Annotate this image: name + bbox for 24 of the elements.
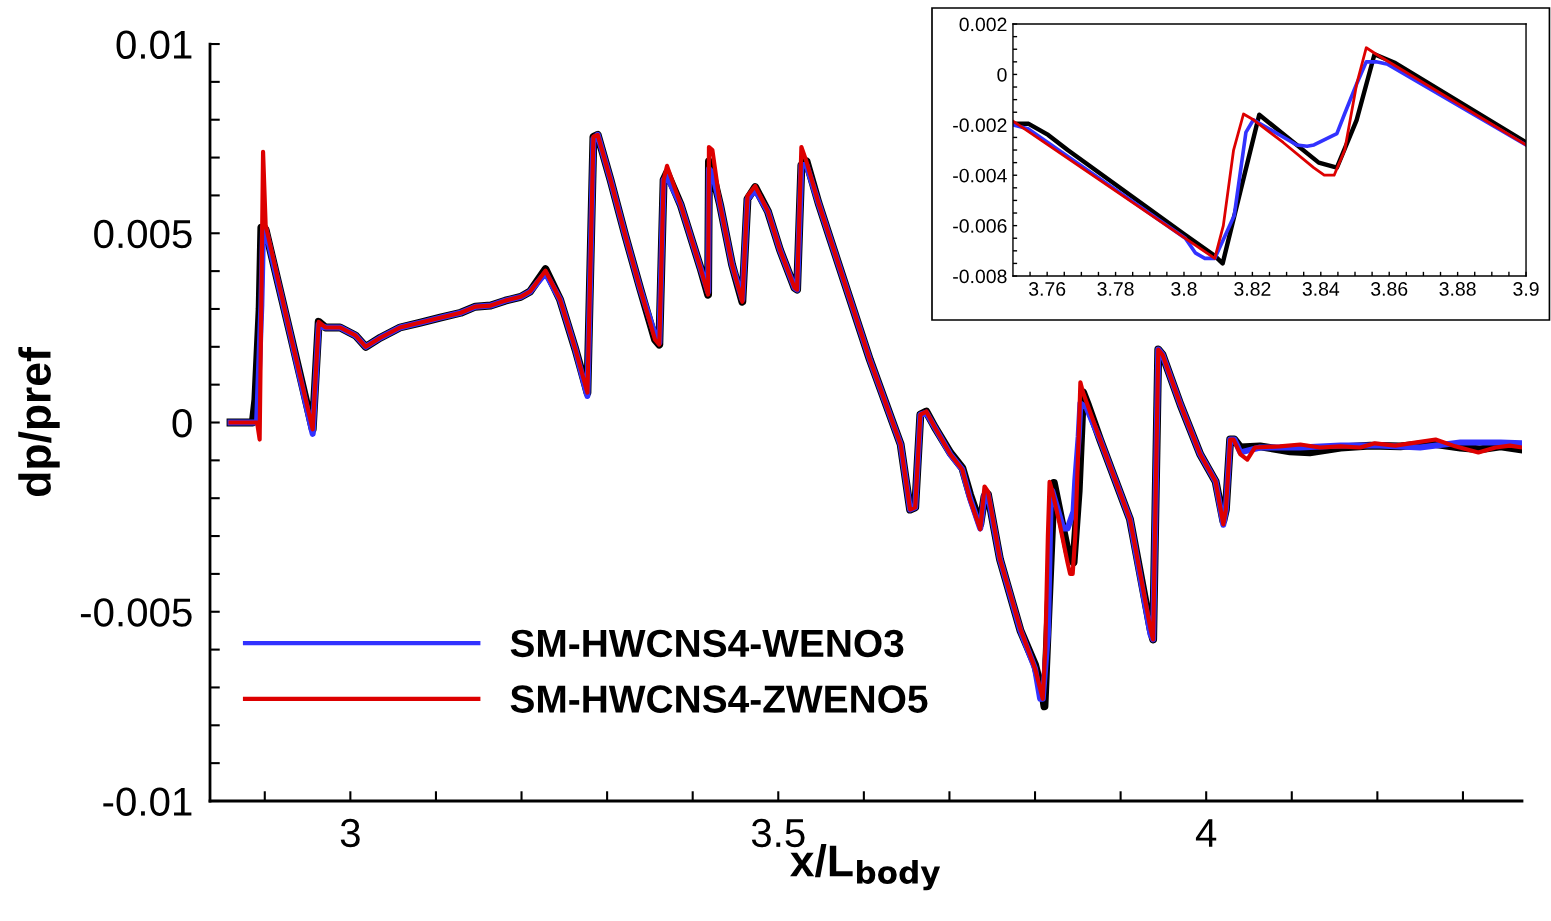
y-axis-title: dp/pref — [18, 347, 60, 496]
x-tick-label: 4 — [1195, 819, 1217, 847]
y-tick-label: -0.005 — [80, 598, 192, 627]
x-tick-label: 3.84 — [1302, 282, 1340, 296]
y-tick-label: -0.002 — [953, 118, 1007, 133]
y-tick-label: -0.006 — [953, 219, 1007, 233]
x-tick-label: 3.8 — [1171, 282, 1197, 296]
y-tick-label: 0.01 — [116, 30, 192, 60]
y-tick-label: 0.002 — [959, 17, 1007, 32]
x-tick-label: 3.78 — [1097, 282, 1134, 296]
x-tick-label: 3.9 — [1513, 282, 1539, 296]
x-tick-label: 3.86 — [1371, 282, 1408, 296]
y-tick-label: -0.004 — [953, 168, 1007, 183]
y-tick-label: -0.008 — [953, 269, 1007, 284]
x-tick-label: 3.88 — [1439, 282, 1476, 296]
y-tick-label: 0.005 — [94, 219, 192, 249]
x-tick-label: 3.76 — [1028, 282, 1066, 296]
text: SM-HWCNS4-ZWENO5 — [510, 685, 928, 713]
y-tick-label: -0.01 — [103, 787, 192, 816]
text: SM-HWCNS4-WENO3 — [510, 629, 904, 658]
x-tick-label: 3 — [340, 818, 360, 848]
x-tick-label: 3.82 — [1234, 282, 1271, 296]
y-tick-label: 0 — [997, 67, 1007, 82]
y-tick-label: 0 — [172, 408, 192, 438]
